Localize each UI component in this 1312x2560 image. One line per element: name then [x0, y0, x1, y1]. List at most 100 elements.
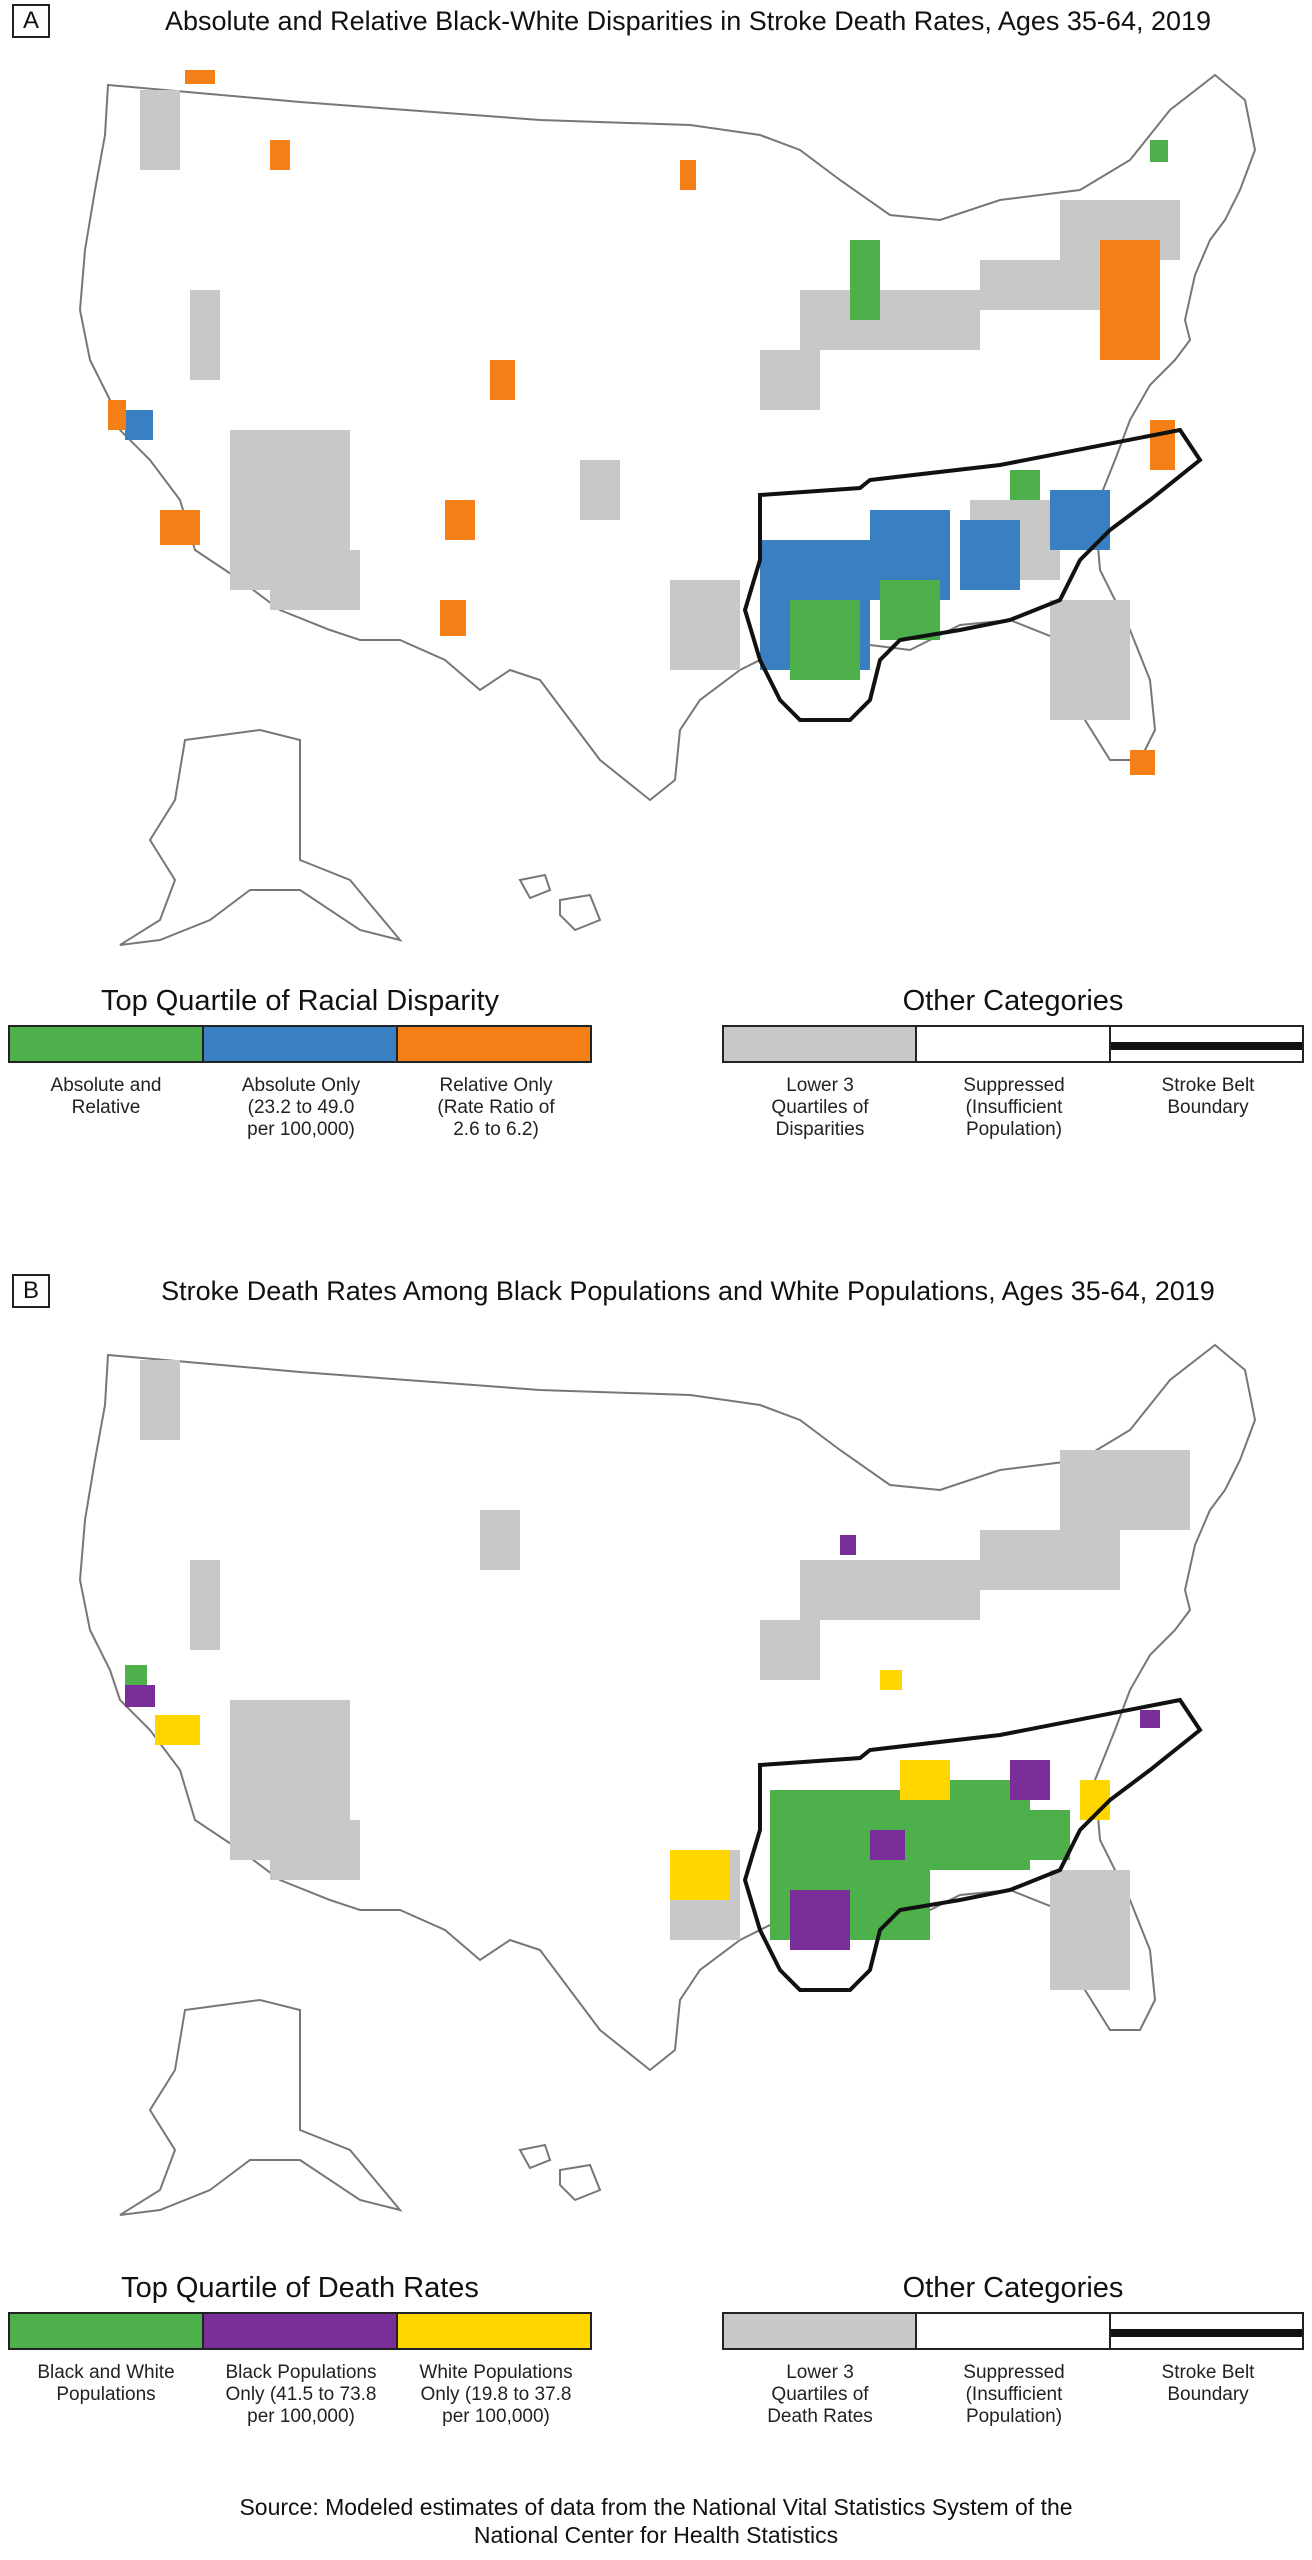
us-outline — [78, 1343, 1257, 2216]
swatch-white-only — [398, 2314, 590, 2348]
county-patch — [880, 1670, 902, 1690]
county-patch — [800, 290, 980, 350]
legend-label: Black and White Populations — [37, 2362, 175, 2405]
county-patches-purple — [125, 1535, 1160, 1950]
swatch-suppressed — [917, 1027, 1111, 1061]
hawaii-outline — [518, 2143, 602, 2202]
county-patch — [480, 1510, 520, 1570]
county-patch — [760, 350, 820, 410]
legend-label: Black Populations Only (41.5 to 73.8 per… — [225, 2362, 377, 2427]
county-patch — [760, 1620, 820, 1680]
county-patch — [190, 1560, 220, 1650]
legend-label: Suppressed (Insufficient Population) — [963, 2362, 1065, 2427]
county-patch — [1030, 1810, 1070, 1860]
county-patch — [880, 580, 940, 640]
us-county-map — [78, 1343, 1257, 2216]
county-patch — [790, 1890, 850, 1950]
county-patch — [1010, 1760, 1050, 1800]
county-patch — [125, 410, 153, 440]
county-patch — [1050, 1870, 1130, 1990]
legend-left-title: Top Quartile of Racial Disparity — [100, 985, 500, 1017]
county-patch — [1050, 600, 1130, 720]
hawaii-outline — [518, 873, 602, 932]
swatch-absolute-and-relative — [10, 1027, 204, 1061]
county-patch — [1150, 140, 1168, 162]
county-patch — [155, 1715, 200, 1745]
swatch-stroke-belt-boundary — [1110, 1027, 1303, 1061]
county-patch — [270, 550, 360, 610]
swatch-absolute-only — [204, 1027, 398, 1061]
county-patch — [580, 460, 620, 520]
county-patch — [870, 1830, 905, 1860]
legend-label: Lower 3 Quartiles of Death Rates — [767, 2362, 873, 2427]
alaska-outline — [119, 1998, 403, 2216]
swatch-suppressed — [917, 2314, 1111, 2348]
legend-label: Absolute Only (23.2 to 49.0 per 100,000) — [241, 1075, 361, 1140]
county-patches-green — [790, 140, 1168, 680]
legend-label: Stroke Belt Boundary — [1161, 2362, 1255, 2405]
county-patch — [680, 160, 696, 190]
county-patch — [440, 600, 466, 636]
county-patches-orange — [108, 70, 1175, 775]
county-patch — [840, 1535, 856, 1555]
county-patch — [125, 1665, 147, 1685]
legend-right-swatches — [722, 2312, 1304, 2350]
county-patch — [160, 510, 200, 545]
swatch-stroke-belt-boundary — [1110, 2314, 1303, 2348]
county-patch — [445, 500, 475, 540]
us-outline — [78, 73, 1257, 946]
alaska-outline — [119, 728, 403, 946]
county-patch — [490, 360, 515, 400]
county-patch — [140, 90, 180, 170]
county-patch — [980, 260, 1100, 310]
panel-b: B Stroke Death Rates Among Black Populat… — [0, 1270, 1312, 2470]
swatch-black-and-white — [10, 2314, 204, 2348]
county-patch — [800, 1560, 980, 1620]
county-patch — [1140, 1710, 1160, 1728]
county-patch — [1010, 470, 1040, 500]
county-patch — [980, 1530, 1120, 1590]
county-patch — [125, 1685, 155, 1707]
legend-left-title: Top Quartile of Death Rates — [121, 2272, 479, 2304]
county-patch — [790, 600, 860, 680]
county-patch — [670, 580, 740, 670]
legend-label: Relative Only (Rate Ratio of 2.6 to 6.2) — [437, 1075, 555, 1140]
county-patch — [850, 240, 880, 320]
panel-title: Stroke Death Rates Among Black Populatio… — [161, 1276, 1215, 1306]
source-note: Source: Modeled estimates of data from t… — [239, 2494, 1073, 2548]
county-patch — [1150, 420, 1175, 470]
county-patch — [190, 290, 220, 380]
stroke-belt-boundary — [742, 1697, 1203, 1992]
legend-right-title: Other Categories — [902, 985, 1124, 1017]
legend-right-title: Other Categories — [902, 2272, 1124, 2304]
county-patch — [270, 1820, 360, 1880]
legend-right-swatches — [722, 1025, 1304, 1063]
county-patch — [270, 140, 290, 170]
legend-left-swatches — [8, 1025, 592, 1063]
county-patch — [1130, 750, 1155, 775]
stroke-belt-boundary — [742, 427, 1203, 722]
legend-left-swatches — [8, 2312, 592, 2350]
legend-label: Lower 3 Quartiles of Disparities — [771, 1075, 869, 1140]
county-patch — [1100, 240, 1160, 360]
panel-title: Absolute and Relative Black-White Dispar… — [164, 6, 1212, 36]
county-patch — [1060, 1450, 1190, 1530]
panel-a: A Absolute and Relative Black-White Disp… — [0, 0, 1312, 1200]
legend-label: Suppressed (Insufficient Population) — [963, 1075, 1065, 1140]
legend-label: Absolute and Relative — [50, 1075, 162, 1118]
county-patch — [960, 520, 1020, 590]
county-patch — [670, 1850, 730, 1900]
county-patch — [900, 1760, 950, 1800]
county-patch — [140, 1360, 180, 1440]
legend-label: White Populations Only (19.8 to 37.8 per… — [419, 2362, 573, 2427]
county-patch — [185, 70, 215, 84]
legend-label: Stroke Belt Boundary — [1161, 1075, 1255, 1118]
county-patches-gray — [140, 90, 1180, 720]
panel-letter: A — [12, 4, 50, 38]
swatch-lower-quartiles — [724, 2314, 918, 2348]
swatch-black-only — [204, 2314, 398, 2348]
panel-letter: B — [12, 1274, 50, 1308]
us-county-map — [78, 70, 1257, 946]
swatch-lower-quartiles — [724, 1027, 918, 1061]
county-patch — [108, 400, 126, 430]
